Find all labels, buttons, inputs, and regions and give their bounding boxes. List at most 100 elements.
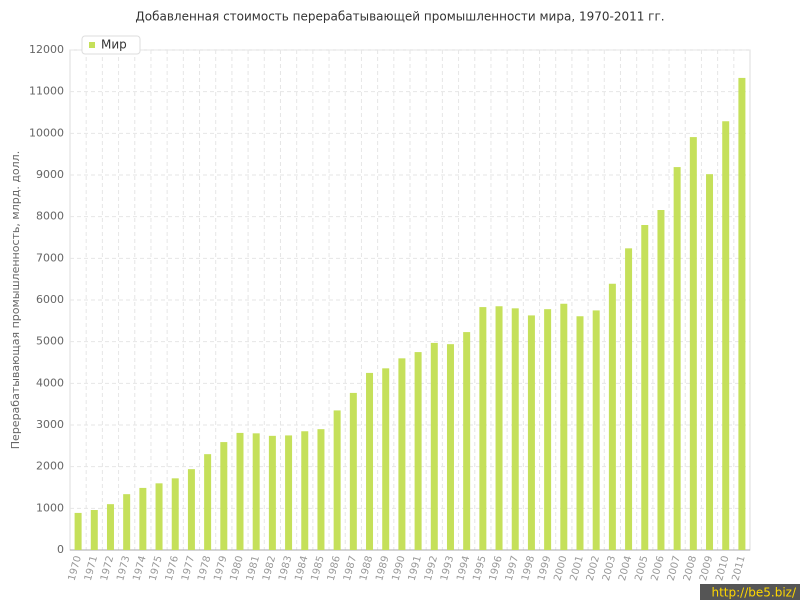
x-tick-label: 1972	[99, 555, 116, 582]
bar	[220, 442, 228, 550]
bar	[268, 435, 276, 550]
x-tick-label: 2001	[569, 555, 586, 582]
bar	[382, 368, 390, 550]
y-tick-label: 11000	[29, 85, 64, 98]
legend-swatch	[89, 42, 95, 48]
bar	[446, 344, 454, 550]
bar	[430, 342, 438, 550]
x-tick-label: 2000	[552, 555, 569, 582]
y-tick-label: 6000	[36, 293, 64, 306]
x-tick-label: 1976	[164, 555, 181, 582]
x-tick-label: 1996	[488, 555, 505, 582]
x-tick-label: 1990	[390, 555, 407, 582]
bar	[544, 309, 552, 550]
bar	[495, 306, 503, 550]
y-tick-label: 0	[57, 543, 64, 556]
bar	[689, 137, 697, 551]
y-tick-label: 12000	[29, 43, 64, 56]
x-tick-label: 1998	[520, 555, 537, 582]
x-tick-label: 1974	[131, 555, 148, 582]
bar	[204, 454, 212, 550]
x-tick-label: 1981	[245, 555, 262, 582]
bar	[285, 435, 293, 550]
bar	[171, 478, 179, 550]
bar	[641, 225, 649, 550]
x-tick-label: 1988	[358, 555, 375, 582]
bar	[625, 248, 633, 551]
bar	[106, 504, 114, 550]
y-axis-label: Перерабатывающая промышленность, млрд. д…	[9, 151, 22, 449]
chart-title: Добавленная стоимость перерабатывающей п…	[135, 10, 664, 24]
x-tick-label: 1982	[261, 555, 278, 582]
x-tick-label: 1979	[212, 555, 229, 582]
x-tick-label: 2008	[682, 555, 699, 582]
bar	[576, 316, 584, 550]
x-tick-label: 1983	[277, 555, 294, 582]
x-tick-label: 2007	[666, 555, 683, 582]
legend-box	[81, 35, 141, 55]
bar	[74, 512, 82, 550]
x-tick-label: 1999	[536, 555, 553, 582]
bar	[398, 358, 406, 550]
bar	[511, 308, 519, 550]
bar	[592, 310, 600, 550]
watermark: http://be5.biz/	[711, 586, 796, 600]
x-tick-label: 2004	[617, 555, 634, 582]
x-tick-label: 1989	[374, 555, 391, 582]
legend-label: Мир	[101, 38, 127, 52]
x-tick-label: 1985	[310, 555, 327, 582]
bar	[366, 372, 374, 550]
bar	[123, 494, 131, 550]
x-tick-label: 1994	[455, 555, 472, 582]
x-tick-label: 1980	[229, 555, 246, 582]
bar	[301, 431, 309, 550]
bar	[349, 392, 357, 550]
y-tick-label: 10000	[29, 126, 64, 139]
y-tick-label: 8000	[36, 210, 64, 223]
x-tick-label: 2009	[698, 555, 715, 582]
y-tick-label: 2000	[36, 460, 64, 473]
x-tick-label: 1987	[342, 555, 359, 582]
x-tick-label: 1992	[423, 555, 440, 582]
x-tick-label: 1986	[326, 555, 343, 582]
bar	[139, 487, 147, 550]
x-tick-label: 1984	[293, 555, 310, 582]
y-tick-label: 9000	[36, 168, 64, 181]
bar	[706, 174, 714, 550]
x-tick-label: 2002	[585, 555, 602, 582]
bar	[560, 303, 568, 550]
x-tick-label: 2010	[714, 555, 731, 582]
x-tick-label: 1978	[196, 555, 213, 582]
bar	[155, 483, 163, 550]
bar	[479, 307, 487, 550]
bar	[608, 283, 616, 550]
bar	[317, 429, 325, 550]
x-tick-label: 2011	[730, 555, 747, 582]
bar	[527, 315, 535, 550]
bar	[722, 121, 730, 550]
x-tick-label: 1993	[439, 555, 456, 582]
x-tick-label: 1977	[180, 555, 197, 582]
bar	[333, 410, 341, 550]
x-tick-label: 1973	[115, 555, 132, 582]
bar	[414, 352, 422, 550]
x-tick-label: 1971	[83, 555, 100, 582]
bar	[236, 432, 244, 550]
y-tick-label: 5000	[36, 335, 64, 348]
x-tick-label: 2006	[650, 555, 667, 582]
x-tick-label: 1970	[67, 555, 84, 582]
x-tick-label: 2005	[633, 555, 650, 582]
x-tick-label: 1991	[407, 555, 424, 582]
bar	[463, 332, 471, 550]
y-tick-label: 3000	[36, 418, 64, 431]
bar	[187, 469, 195, 550]
y-tick-label: 7000	[36, 251, 64, 264]
bar	[657, 210, 665, 550]
y-tick-label: 1000	[36, 501, 64, 514]
x-tick-label: 2003	[601, 555, 618, 582]
bar	[738, 77, 746, 551]
bar	[252, 433, 260, 550]
x-tick-label: 1975	[148, 555, 165, 582]
bar	[673, 167, 681, 551]
